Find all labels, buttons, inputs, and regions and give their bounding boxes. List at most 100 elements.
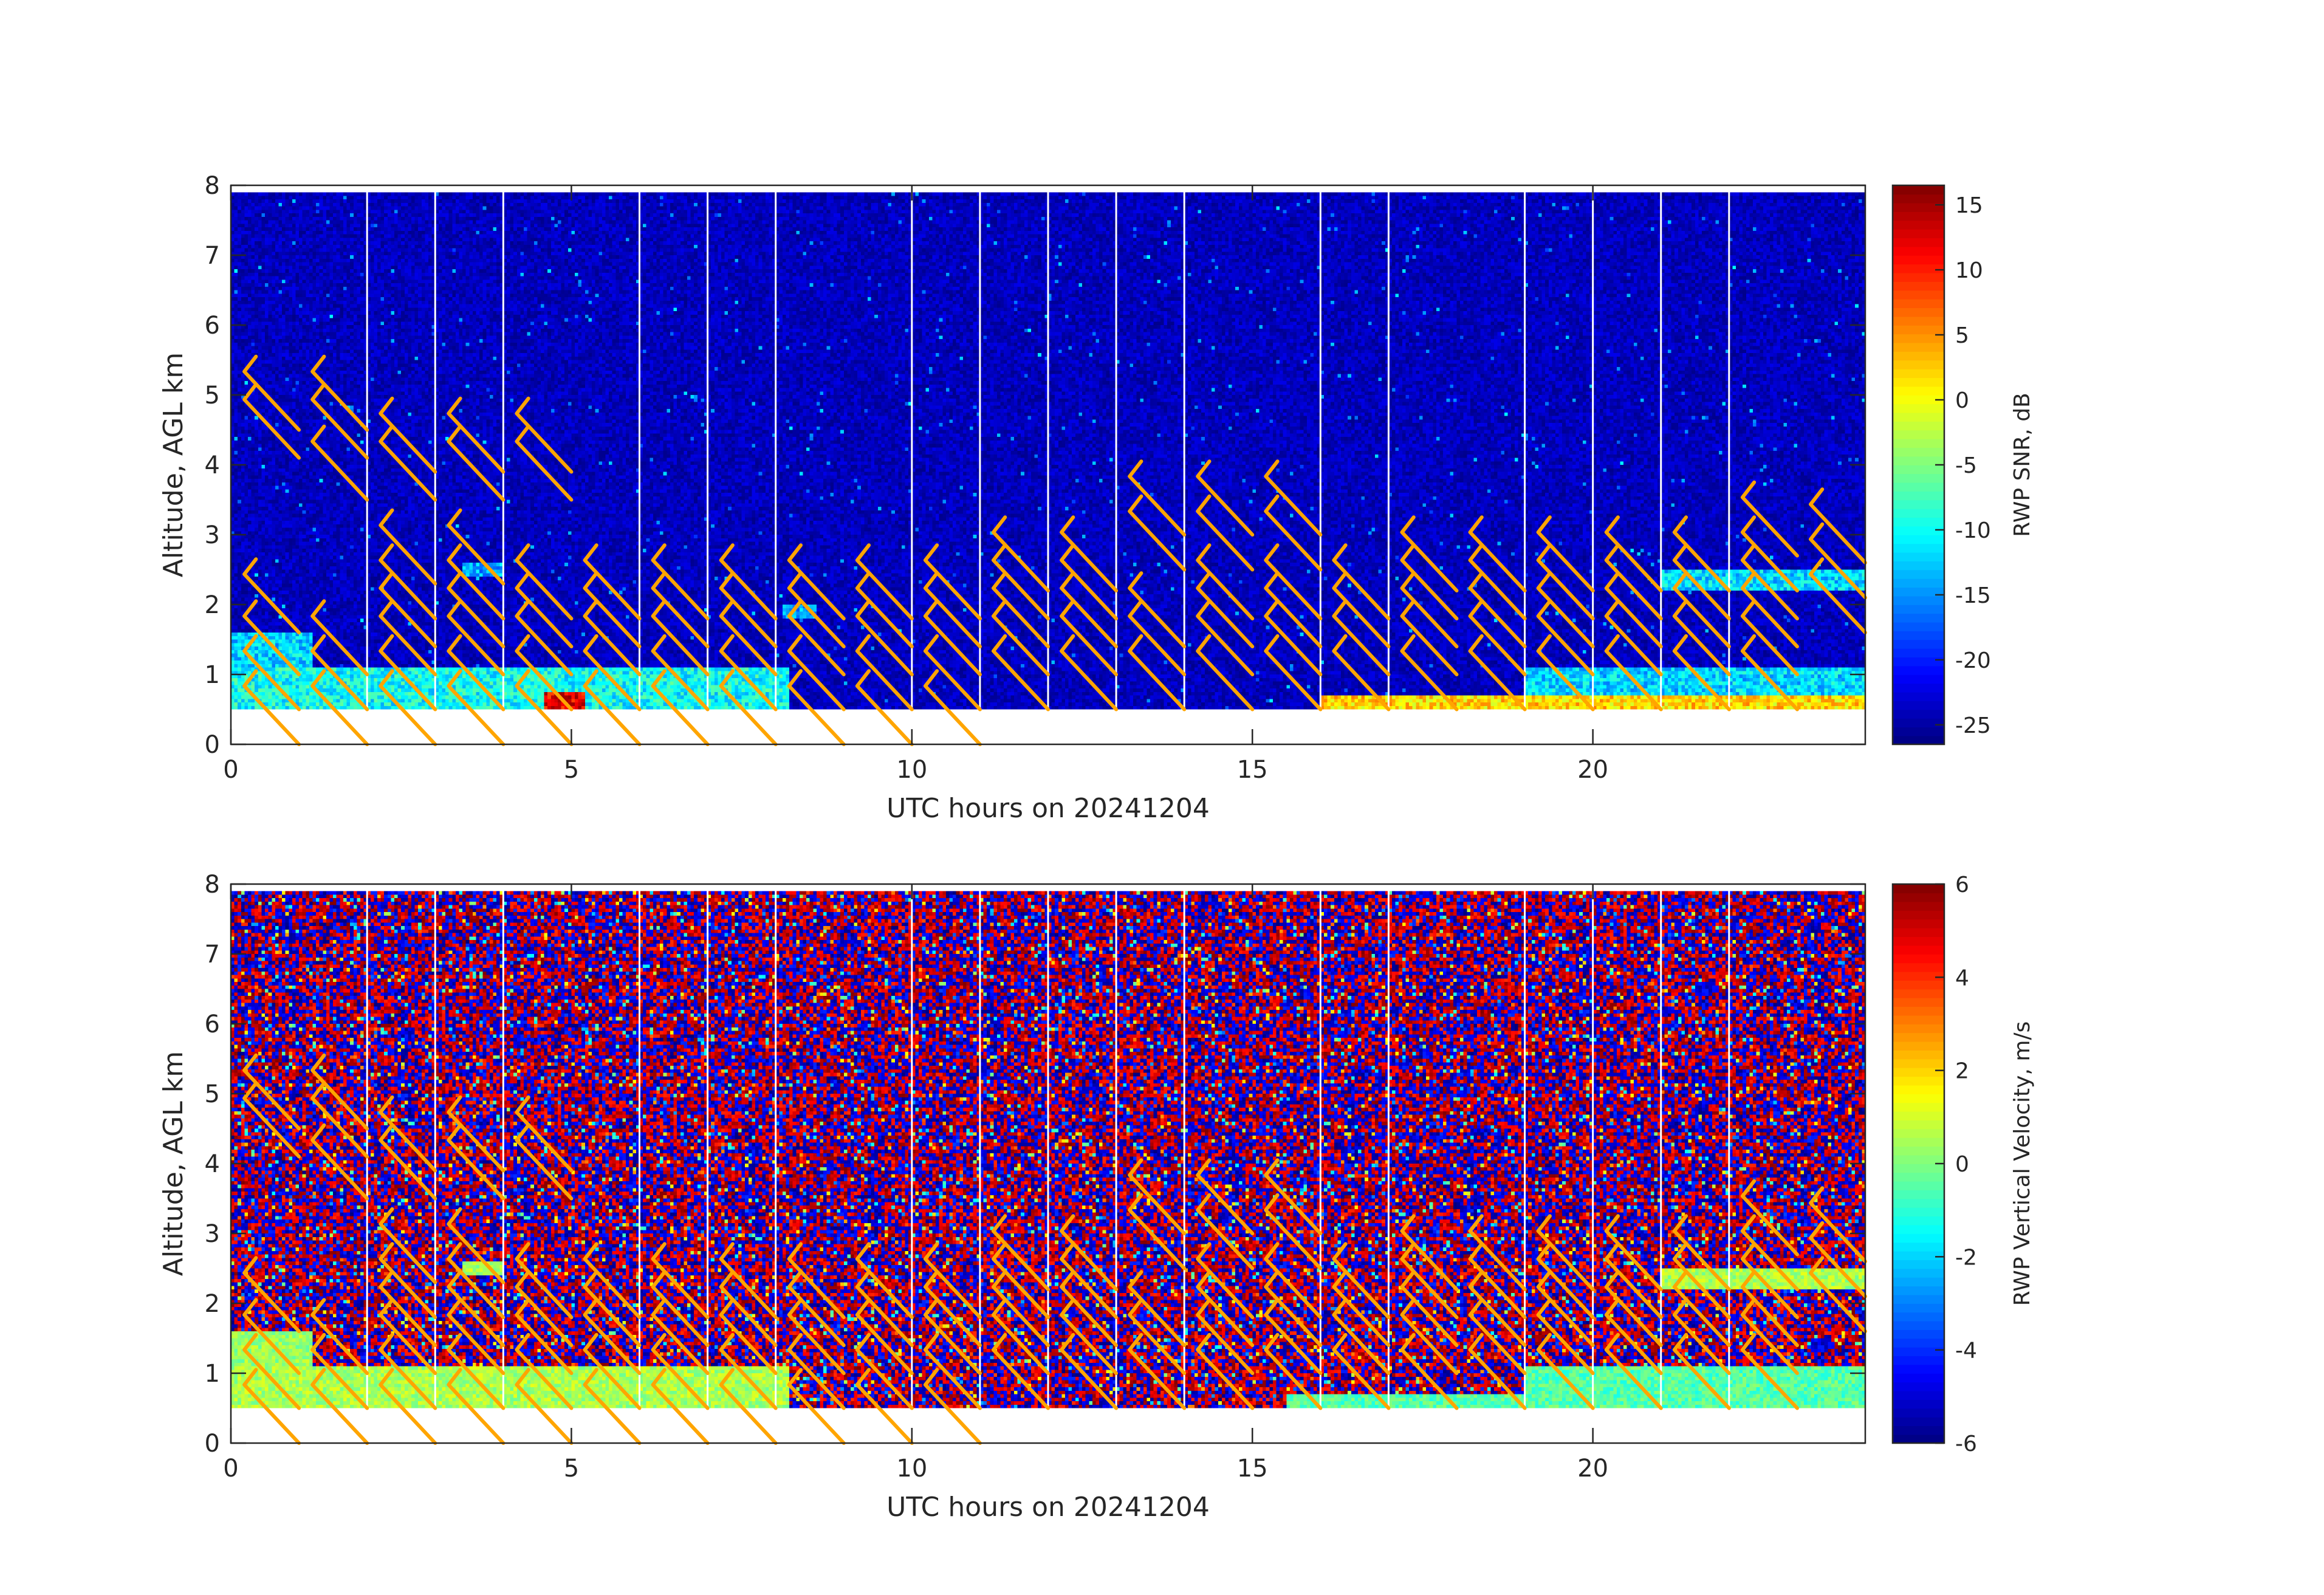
wind-barb <box>855 599 914 676</box>
wind-barb <box>787 634 846 712</box>
wind-barb <box>1536 1242 1595 1319</box>
wind-barb <box>1264 1270 1323 1347</box>
snr-colorbar-label: RWP SNR, dB <box>2010 393 2035 537</box>
wind-barb <box>1264 571 1323 648</box>
colorbar-step <box>1893 727 1944 736</box>
y-tick-label: 6 <box>205 1010 220 1038</box>
wind-barb <box>923 1333 982 1410</box>
wind-barb <box>447 424 506 502</box>
colorbar-step <box>1893 595 1944 605</box>
wind-barb <box>1060 1270 1119 1347</box>
colorbar-step <box>1893 272 1944 282</box>
wind-barb <box>1332 1242 1391 1319</box>
colorbar-step <box>1893 997 1944 1007</box>
wind-barb <box>379 424 437 502</box>
wind-barb <box>1672 571 1731 648</box>
colorbar-step <box>1893 1260 1944 1269</box>
wind-barb <box>583 1333 642 1410</box>
wind-barb <box>1740 1333 1799 1410</box>
wind-barb <box>1060 571 1119 648</box>
wind-barb <box>1468 543 1527 620</box>
wind-barb <box>1536 1333 1595 1410</box>
wind-barb <box>1128 634 1187 712</box>
colorbar-step <box>1893 482 1944 492</box>
wind-barb <box>447 599 506 676</box>
colorbar-step <box>1893 1286 1944 1295</box>
wind-barb <box>1196 634 1255 712</box>
wind-barb <box>515 396 574 474</box>
wind-barb <box>583 634 642 712</box>
colorbar-step <box>1893 281 1944 291</box>
wind-barb <box>1672 599 1731 676</box>
colorbar-step <box>1893 447 1944 457</box>
wind-barb <box>447 1123 506 1201</box>
wind-barb <box>1468 634 1527 712</box>
colorbar-tick-label: -15 <box>1955 583 1991 608</box>
wind-barb <box>379 543 437 620</box>
wind-barb <box>923 1270 982 1347</box>
colorbar-step <box>1893 1164 1944 1173</box>
colorbar-step <box>1893 1312 1944 1322</box>
velocity-colorbar: 6 4 2 0 -2 -4 -6 <box>1891 873 1977 1456</box>
wind-barb <box>515 1298 574 1375</box>
wind-barb <box>1536 1298 1595 1375</box>
colorbar-step <box>1893 657 1944 667</box>
wind-barb <box>1264 494 1323 572</box>
wind-barb <box>447 1207 506 1285</box>
wind-barb <box>447 508 506 586</box>
colorbar-step <box>1893 1102 1944 1112</box>
wind-barb <box>923 1368 982 1445</box>
colorbar-step <box>1893 1154 1944 1164</box>
wind-barb <box>787 599 846 676</box>
wind-barb <box>1128 599 1187 676</box>
wind-barb <box>242 1368 301 1445</box>
wind-barb <box>1604 1242 1663 1319</box>
wind-barb <box>1196 1242 1255 1319</box>
x-tick-label: 10 <box>896 756 927 784</box>
wind-barb <box>242 599 301 676</box>
colorbar-step <box>1893 1076 1944 1086</box>
y-tick-label: 7 <box>205 242 220 270</box>
wind-barb <box>310 599 369 676</box>
wind-barb <box>242 1333 301 1410</box>
colorbar-step <box>1893 648 1944 658</box>
wind-barb <box>1264 1333 1323 1410</box>
colorbar-step <box>1893 412 1944 422</box>
colorbar-step <box>1893 1390 1944 1400</box>
colorbar-step <box>1893 989 1944 998</box>
colorbar-step <box>1893 1120 1944 1130</box>
wind-barb <box>242 1081 301 1159</box>
wind-barb <box>1604 1270 1663 1347</box>
wind-barb <box>855 571 914 648</box>
colorbar-step <box>1893 639 1944 649</box>
colorbar-step <box>1893 307 1944 317</box>
colorbar-step <box>1893 1434 1944 1444</box>
wind-barb <box>583 1368 642 1445</box>
colorbar-step <box>1893 1303 1944 1313</box>
wind-barb <box>242 1053 301 1131</box>
x-tick-label: 0 <box>223 756 238 784</box>
wind-barb <box>1196 543 1255 620</box>
wind-barb <box>1332 543 1391 620</box>
wind-barb <box>1468 571 1527 648</box>
wind-barb <box>1468 1242 1527 1319</box>
colorbar-step <box>1893 1024 1944 1034</box>
wind-barb <box>1809 1186 1867 1263</box>
wind-barb <box>1468 1214 1527 1291</box>
wind-barb <box>515 599 574 676</box>
colorbar-step <box>1893 316 1944 326</box>
colorbar-tick-label: -5 <box>1955 453 1977 478</box>
wind-barb <box>1400 515 1459 592</box>
velocity-colorbar-label: RWP Vertical Velocity, m/s <box>2010 1021 2035 1306</box>
colorbar-step <box>1893 631 1944 640</box>
snr-x-axis-label: UTC hours on 20241204 <box>886 793 1210 824</box>
wind-barb <box>447 669 506 746</box>
wind-barb <box>515 634 574 712</box>
colorbar-step <box>1893 1416 1944 1427</box>
colorbar-step <box>1893 1277 1944 1287</box>
wind-barb <box>1264 1158 1323 1235</box>
wind-barb <box>1264 599 1323 676</box>
y-tick-label: 0 <box>205 731 220 759</box>
wind-barb <box>1060 1333 1119 1410</box>
wind-barb <box>719 634 778 712</box>
